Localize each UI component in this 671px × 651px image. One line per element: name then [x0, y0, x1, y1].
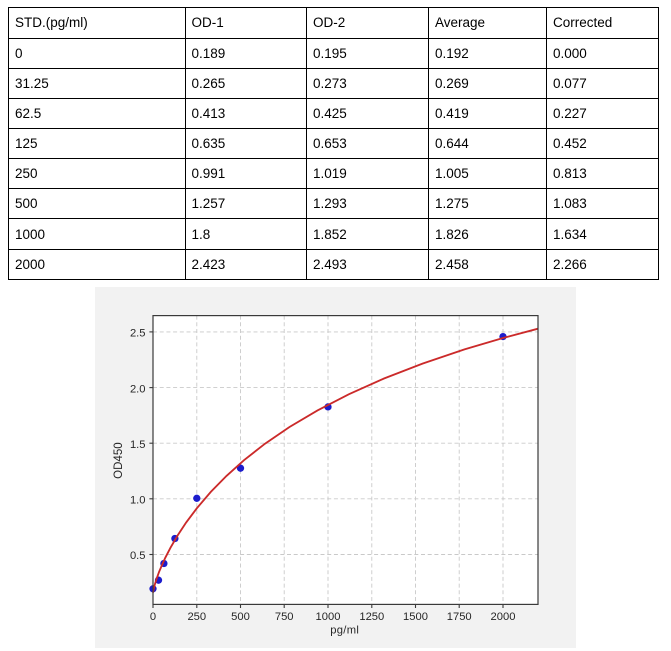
- svg-text:1750: 1750: [447, 611, 472, 623]
- svg-text:1.0: 1.0: [130, 495, 146, 507]
- svg-text:2000: 2000: [491, 611, 516, 623]
- svg-text:2.0: 2.0: [130, 383, 146, 395]
- svg-text:1500: 1500: [403, 611, 428, 623]
- svg-text:2.5: 2.5: [130, 328, 146, 340]
- svg-text:OD450: OD450: [113, 442, 125, 478]
- svg-text:1250: 1250: [359, 611, 384, 623]
- svg-text:0.5: 0.5: [130, 550, 146, 562]
- svg-text:1000: 1000: [316, 611, 341, 623]
- svg-text:500: 500: [231, 611, 250, 623]
- svg-text:1.5: 1.5: [130, 439, 146, 451]
- svg-text:0: 0: [150, 611, 156, 623]
- svg-text:250: 250: [187, 611, 206, 623]
- svg-text:pg/ml: pg/ml: [330, 625, 359, 637]
- svg-text:750: 750: [275, 611, 294, 623]
